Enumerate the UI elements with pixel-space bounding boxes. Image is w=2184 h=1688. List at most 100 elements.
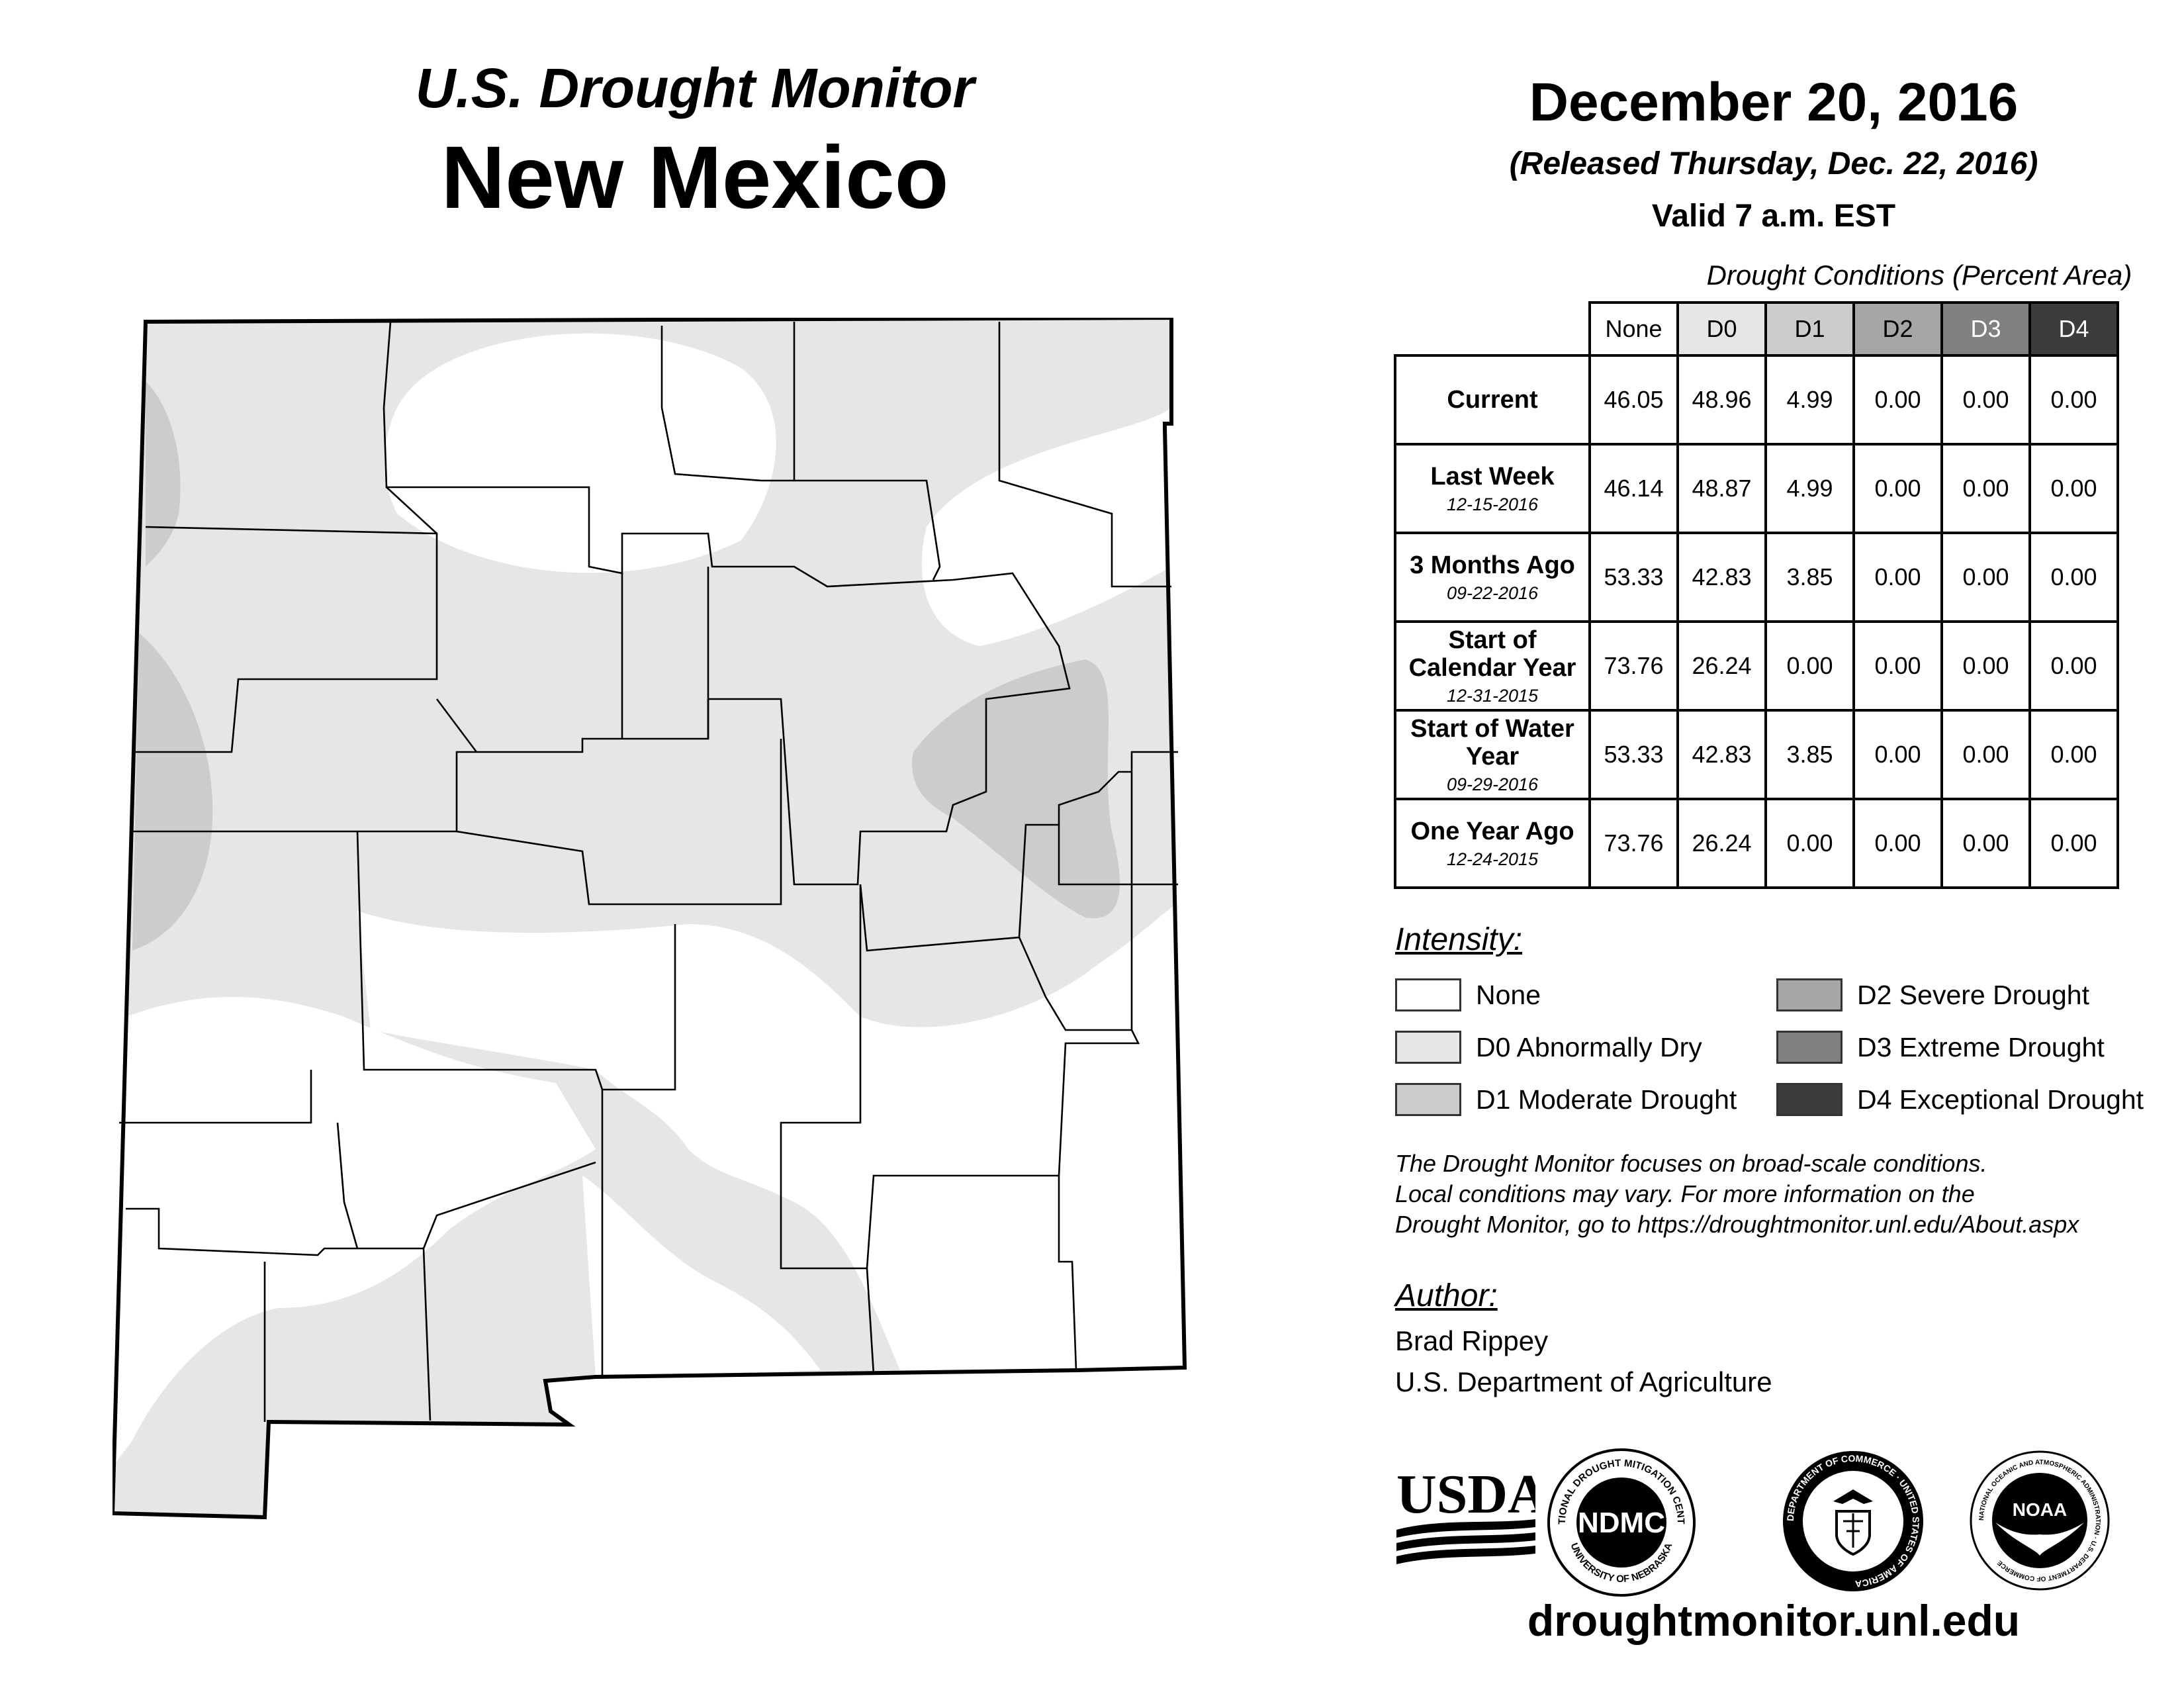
table-cell: 0.00 [2028, 709, 2119, 800]
table-row: Current 46.05 48.96 4.99 0.00 0.00 0.00 [1394, 354, 2119, 445]
region-d1-east [912, 659, 1120, 919]
table-header-blank [1395, 303, 1590, 355]
table-caption: Drought Conditions (Percent Area) [1706, 259, 2132, 291]
table-cell: 0.00 [2028, 354, 2119, 445]
region-d1-northwest [146, 381, 181, 567]
legend-label: D3 Extreme Drought [1857, 1031, 2105, 1062]
disclaimer-note: The Drought Monitor focuses on broad-sca… [1395, 1149, 2176, 1240]
region-none-northeast [921, 408, 1171, 646]
table-cell: 0.00 [1940, 709, 2031, 800]
legend-item-d2: D2 Severe Drought [1776, 978, 2089, 1011]
legend-item-none: None [1395, 978, 1541, 1011]
legend-swatch [1776, 1083, 1843, 1116]
row-title: Start of Water Year [1410, 714, 1574, 771]
legend-label: D0 Abnormally Dry [1476, 1031, 1702, 1062]
table-cell: 0.00 [1940, 532, 2031, 623]
row-title: One Year Ago [1410, 817, 1574, 845]
table-cell: 73.76 [1588, 798, 1679, 889]
row-label-water-year: Start of Water Year 09-29-2016 [1394, 709, 1591, 800]
legend-label: D4 Exceptional Drought [1857, 1084, 2144, 1115]
row-label-last-week: Last Week 12-15-2016 [1394, 443, 1591, 534]
table-cell: 0.00 [1852, 443, 1943, 534]
table-cell: 0.00 [1940, 620, 2031, 712]
row-date: 09-29-2016 [1446, 774, 1539, 794]
legend-swatch [1395, 1031, 1461, 1064]
row-label-one-year: One Year Ago 12-24-2015 [1394, 798, 1591, 889]
table-cell: 0.00 [1852, 620, 1943, 712]
region-d1-west [132, 633, 213, 951]
legend-item-d3: D3 Extreme Drought [1776, 1031, 2105, 1064]
table-cell: 0.00 [1940, 443, 2031, 534]
table-cell: 0.00 [1940, 798, 2031, 889]
legend-swatch [1776, 978, 1843, 1011]
region-none-southwest [113, 997, 596, 1467]
table-cell: 0.00 [1852, 798, 1943, 889]
row-title: Start of Calendar Year [1408, 626, 1576, 682]
drought-conditions-table: None D0 D1 D2 D3 D4 Current 46.05 48.96 … [1394, 301, 2119, 889]
note-line: Drought Monitor, go to https://droughtmo… [1395, 1211, 2079, 1238]
col-header-d2: D2 [1852, 301, 1943, 357]
legend-item-d1: D1 Moderate Drought [1395, 1083, 1737, 1116]
table-row: Last Week 12-15-2016 46.14 48.87 4.99 0.0… [1394, 443, 2119, 534]
table-cell: 0.00 [2028, 620, 2119, 712]
table-cell: 3.85 [1764, 709, 1855, 800]
release-date: (Released Thursday, Dec. 22, 2016) [1509, 146, 2038, 181]
table-cell: 4.99 [1764, 354, 1855, 445]
row-label-3-months: 3 Months Ago 09-22-2016 [1394, 532, 1591, 623]
ndmc-logo-text: NDMC [1578, 1507, 1665, 1539]
note-line: The Drought Monitor focuses on broad-sca… [1395, 1150, 1987, 1177]
table-cell: 0.00 [1764, 620, 1855, 712]
table-cell: 42.83 [1676, 709, 1767, 800]
map-date: December 20, 2016 [1529, 72, 2019, 132]
col-header-d3: D3 [1940, 301, 2031, 357]
table-cell: 48.96 [1676, 354, 1767, 445]
county-lines [119, 321, 1178, 1422]
table-cell: 0.00 [1852, 709, 1943, 800]
state-title: New Mexico [441, 128, 949, 227]
legend-title: Intensity: [1395, 922, 1523, 957]
legend-swatch [1395, 978, 1461, 1011]
row-date: 12-24-2015 [1446, 849, 1539, 869]
row-label-calendar-year: Start of Calendar Year 12-31-2015 [1394, 620, 1591, 712]
author-org: U.S. Department of Agriculture [1395, 1366, 1772, 1397]
table-cell: 0.00 [1852, 532, 1943, 623]
row-title: Last Week [1430, 462, 1555, 491]
row-title: Current [1447, 386, 1538, 414]
note-line: Local conditions may vary. For more info… [1395, 1180, 1975, 1207]
legend-label: D2 Severe Drought [1857, 979, 2089, 1010]
region-none-north [385, 333, 776, 573]
eagle-icon [1833, 1489, 1873, 1504]
table-cell: 42.83 [1676, 532, 1767, 623]
table-cell: 0.00 [1764, 798, 1855, 889]
table-cell: 4.99 [1764, 443, 1855, 534]
table-cell: 53.33 [1588, 709, 1679, 800]
table-row: Start of Water Year 09-29-2016 53.33 42.8… [1394, 709, 2119, 800]
valid-time: Valid 7 a.m. EST [1651, 199, 1896, 234]
col-header-d0: D0 [1676, 301, 1767, 357]
table-cell: 53.33 [1588, 532, 1679, 623]
table-cell: 73.76 [1588, 620, 1679, 712]
col-header-none: None [1588, 301, 1679, 357]
legend-label: None [1476, 979, 1541, 1010]
author-name: Brad Rippey [1395, 1325, 1549, 1356]
row-title: 3 Months Ago [1410, 551, 1575, 579]
table-cell: 0.00 [2028, 443, 2119, 534]
table-cell: 0.00 [1852, 354, 1943, 445]
table-cell: 0.00 [2028, 532, 2119, 623]
row-label-current: Current [1394, 354, 1591, 445]
commerce-seal-logo: DEPARTMENT OF COMMERCE · UNITED STATES O… [1783, 1451, 1923, 1591]
region-none-central [357, 898, 1185, 1370]
noaa-logo-text: NOAA [2013, 1499, 2067, 1520]
table-cell: 26.24 [1676, 620, 1767, 712]
footer-url[interactable]: droughtmonitor.unl.edu [1527, 1596, 2021, 1645]
usda-logo-text: USDA [1396, 1466, 1535, 1525]
table-header-row: None D0 D1 D2 D3 D4 [1395, 301, 2119, 357]
table-cell: 46.05 [1588, 354, 1679, 445]
bird-icon [1995, 1523, 2084, 1556]
table-cell: 3.85 [1764, 532, 1855, 623]
ndmc-logo: NATIONAL DROUGHT MITIGATION CENTER UNIVE… [1545, 1446, 1696, 1597]
date-block: December 20, 2016 (Released Thursday, De… [1377, 71, 2171, 234]
legend-label: D1 Moderate Drought [1476, 1084, 1737, 1115]
table-row: One Year Ago 12-24-2015 73.76 26.24 0.00 … [1394, 798, 2119, 889]
table-row: 3 Months Ago 09-22-2016 53.33 42.83 3.85 … [1394, 532, 2119, 623]
